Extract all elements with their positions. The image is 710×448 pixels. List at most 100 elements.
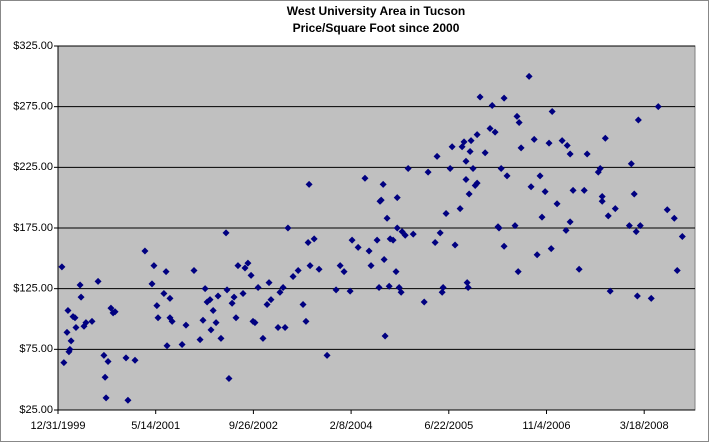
point [247,271,255,279]
point [611,205,619,213]
y-tick-label: $25.00 [19,404,53,416]
point [279,283,287,291]
point [241,264,249,272]
point [530,135,538,143]
point [259,334,267,342]
point [178,340,186,348]
point [515,118,523,126]
point [367,262,375,270]
point [473,131,481,139]
point [409,230,417,238]
point [60,359,68,367]
point [354,243,362,251]
point [239,290,247,298]
point [464,283,472,291]
point [76,281,84,289]
point [393,194,401,202]
point [361,174,369,182]
point [82,319,90,327]
point [541,188,549,196]
point [336,262,344,270]
point [306,262,314,270]
point [538,213,546,221]
x-tick-label: 6/22/2005 [424,420,473,432]
point [545,139,553,147]
point [431,239,439,247]
point [566,150,574,158]
point [182,321,190,329]
point [397,288,405,296]
point [63,328,71,336]
point [525,72,533,80]
point [583,150,591,158]
point [67,337,75,345]
point [153,302,161,310]
point [456,205,464,213]
point [214,292,222,300]
point [439,283,447,291]
point [104,357,112,365]
point [212,319,220,327]
point [373,236,381,244]
point [606,287,614,295]
point [379,180,387,188]
point [107,304,115,312]
point [513,112,521,120]
point [385,282,393,290]
point [190,266,198,274]
point [299,300,307,308]
point [381,332,389,340]
x-tick-label: 2/8/2004 [330,420,373,432]
point [64,307,72,315]
point [315,265,323,273]
point [488,101,496,109]
point [230,293,238,301]
point [223,286,231,294]
point [596,165,604,173]
point [433,152,441,160]
point [404,165,412,173]
point [514,268,522,276]
point [196,336,204,344]
point [654,103,662,111]
point [102,394,110,402]
point [451,241,459,249]
point [436,229,444,237]
point [163,342,171,350]
x-tick-label: 12/31/1999 [30,420,85,432]
point [634,116,642,124]
point [424,168,432,176]
point [495,224,503,232]
point [467,137,475,145]
point [265,279,273,287]
point [503,172,511,180]
x-tick-label: 9/26/2002 [229,420,278,432]
point [141,247,149,255]
point [148,280,156,288]
point [160,290,168,298]
point [497,165,505,173]
point [476,93,484,101]
point [274,323,282,331]
point [486,125,494,133]
point [228,299,236,307]
point [94,277,102,285]
point [254,283,262,291]
point [446,165,454,173]
point [122,354,130,362]
point [604,212,612,220]
point [150,262,158,270]
point [389,236,397,244]
point [636,222,644,230]
point [627,160,635,168]
point [201,285,209,293]
point [294,266,302,274]
point [566,218,574,226]
point [206,296,214,304]
point [442,209,450,217]
y-tick-label: $275.00 [13,101,53,113]
point [222,229,230,237]
point [346,287,354,295]
point [420,298,428,306]
